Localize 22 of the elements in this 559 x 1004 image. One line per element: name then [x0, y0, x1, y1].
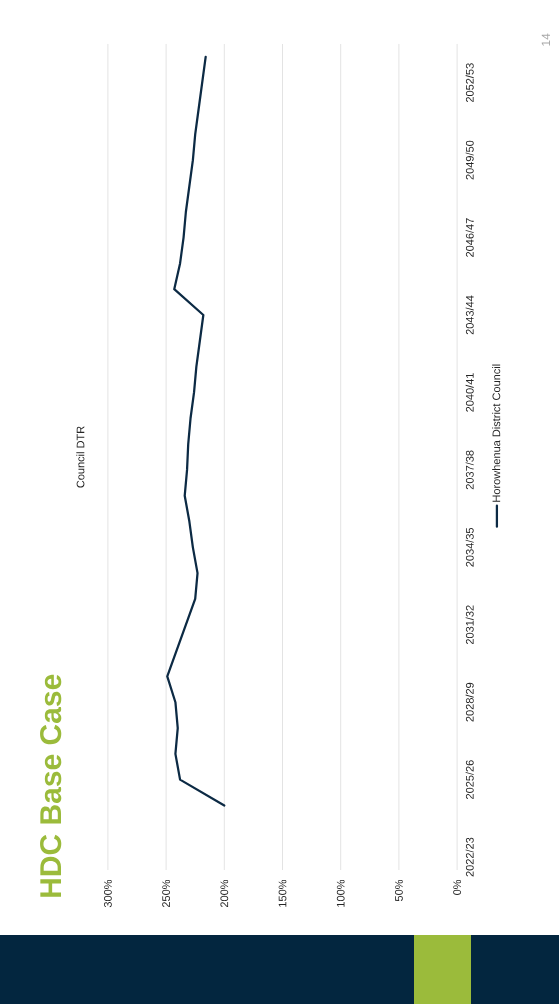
y-tick-label: 2052/53: [465, 63, 474, 103]
x-tick-label: 50%: [395, 879, 403, 902]
y-tick-label: 2022/23: [465, 837, 474, 877]
text: Horowhenua District Council: [492, 364, 501, 502]
y-tick-label: 2034/35: [465, 527, 474, 567]
x-tick-label: 100%: [336, 879, 345, 907]
x-tick-label: 300%: [104, 879, 112, 908]
y-tick-label: 2031/32: [465, 605, 474, 645]
y-tick-label: 2043/44: [465, 295, 474, 335]
y-tick-label: 2037/38: [465, 450, 474, 490]
text: Council DTR: [76, 426, 85, 488]
y-tick-label: 2049/50: [465, 140, 474, 180]
y-tick-label: 2046/47: [465, 218, 474, 257]
text: 14: [541, 33, 550, 46]
y-tick-label: 2028/29: [465, 682, 474, 722]
x-tick-label: 150%: [278, 879, 287, 907]
x-tick-label: 0%: [453, 879, 461, 895]
x-tick-label: 200%: [220, 879, 229, 908]
y-tick-label: 2025/26: [465, 760, 474, 799]
x-tick-label: 250%: [162, 879, 170, 908]
text: HDC Base Case: [40, 674, 62, 897]
y-tick-label: 2040/41: [465, 373, 474, 412]
